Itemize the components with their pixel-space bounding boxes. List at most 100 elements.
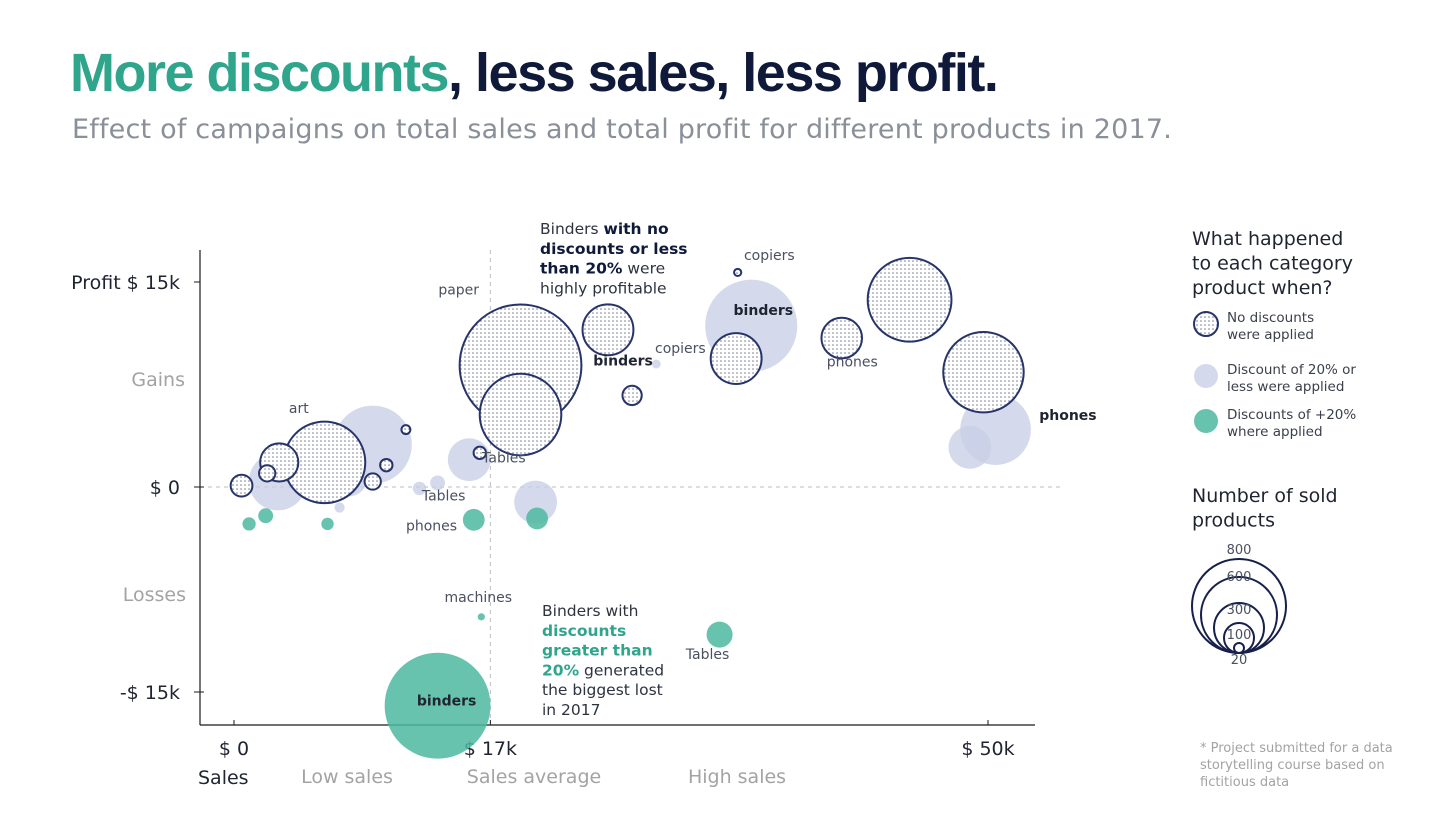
point-label: binders (593, 353, 653, 369)
annotation-line: Binders with (542, 602, 638, 620)
point-label: binders (734, 303, 794, 319)
bubble-high (706, 621, 733, 648)
bubble-none (363, 472, 382, 491)
chart-title: More discounts, less sales, less profit. (70, 42, 999, 104)
zone-label-sales-average: Sales average (467, 766, 601, 788)
annotation-segment: than 20% (540, 260, 623, 278)
bubble-none (379, 457, 394, 473)
point-label: paper (438, 282, 479, 298)
bubble-none (820, 316, 864, 360)
legend-size-label: 600 (1227, 570, 1252, 585)
legend-swatch-none (1193, 311, 1219, 337)
point-label: binders (417, 694, 477, 710)
bubble-high (477, 613, 485, 621)
annotation-line: than 20% were (540, 260, 665, 278)
legend-title: What happened (1192, 228, 1343, 250)
point-label: machines (445, 590, 512, 606)
annotation-line: the biggest lost (542, 681, 663, 699)
point-label: phones (1039, 408, 1096, 424)
annotation-segment: greater than (542, 642, 653, 660)
zone-label-low-sales: Low sales (301, 766, 393, 788)
bubble-none (866, 256, 953, 343)
bubble-none (621, 384, 643, 407)
bubble-high (462, 508, 485, 531)
y-tick-label: -$ 15k (120, 682, 180, 704)
annotation-segment: were (622, 260, 665, 278)
bubble-low (334, 502, 345, 513)
legend-item-label: were applied (1227, 327, 1314, 343)
annotation-line: in 2017 (542, 701, 601, 719)
legend-size-label: 800 (1227, 543, 1252, 558)
bubble-none (581, 303, 635, 357)
point-label: Tables (685, 647, 730, 663)
annotation-segment: 20% (542, 661, 580, 679)
annotation-segment: discounts or less (540, 240, 688, 258)
point-label: Tables (421, 489, 466, 505)
zone-label-high-sales: High sales (688, 766, 786, 788)
bubble-low (412, 481, 427, 496)
point-label: phones (406, 519, 457, 535)
bubble-none (258, 464, 277, 483)
annotation-segment: the biggest lost (542, 681, 663, 699)
legend-size-label: 300 (1227, 603, 1252, 618)
legend-swatch-low (1194, 364, 1218, 388)
legend-item-label: No discounts (1227, 310, 1314, 326)
annotation-line: greater than (542, 642, 653, 660)
bubble-high (526, 507, 548, 530)
legend-item-label: Discounts of +20% (1227, 407, 1356, 423)
bubble-high (321, 517, 334, 531)
bubble-low (430, 475, 446, 491)
zone-label-losses: Losses (123, 584, 186, 606)
legend-size-label: 100 (1227, 628, 1252, 643)
x-tick-label: $ 0 (219, 738, 249, 760)
y-tick-label: Profit $ 15k (71, 272, 180, 294)
annotation-line: discounts or less (540, 240, 688, 258)
point-label: art (289, 401, 309, 417)
annotation-segment: with no (604, 220, 669, 238)
annotation-segment: generated (579, 661, 664, 679)
legend-title: product when? (1192, 277, 1333, 299)
annotation-segment: Binders (540, 220, 604, 238)
bubble-none (472, 445, 487, 461)
point-label: copiers (655, 341, 706, 357)
annotation-line: 20% generated (542, 661, 664, 679)
bubble-none (733, 267, 743, 278)
legend-size-title: products (1192, 510, 1275, 532)
annotation-segment: discounts (542, 622, 626, 640)
legend-item-label: Discount of 20% or (1227, 362, 1356, 378)
bubble-none (709, 332, 763, 385)
legend-size-title: Number of sold (1192, 485, 1338, 507)
point-label: phones (827, 355, 878, 371)
legend-item-label: where applied (1227, 424, 1323, 440)
annotation-line: Binders with no (540, 220, 669, 238)
annotation-segment: Binders with (542, 602, 638, 620)
annotation-segment: highly profitable (540, 279, 667, 297)
title-rest: , less sales, less profit. (448, 43, 999, 103)
bubble-high (258, 508, 274, 524)
legend-size-circle (1233, 642, 1245, 654)
bubble-none (942, 330, 1025, 414)
bubble-high (384, 652, 491, 759)
bubble-low (651, 359, 661, 369)
point-label: Tables (481, 450, 526, 466)
y-tick-label: $ 0 (150, 477, 180, 499)
x-tick-label: $ 50k (961, 738, 1014, 760)
legend-swatch-high (1194, 409, 1218, 433)
legend-size-label: 20 (1231, 653, 1248, 668)
zone-label-gains: Gains (131, 369, 185, 391)
bubble-high (242, 517, 256, 531)
point-label: copiers (744, 248, 795, 264)
annotation-line: highly profitable (540, 279, 667, 297)
bubble-none (400, 424, 412, 436)
legend-item-label: less were applied (1227, 379, 1344, 395)
x-tick-label: $ 17k (464, 738, 517, 760)
annotation-line: discounts (542, 622, 626, 640)
footnote: * Project submitted for a data storytell… (1200, 741, 1393, 790)
bubble-none (478, 372, 563, 457)
chart-subtitle: Effect of campaigns on total sales and t… (72, 114, 1172, 145)
annotation-segment: in 2017 (542, 701, 601, 719)
x-axis-title: Sales (198, 767, 249, 789)
bubble-low (948, 425, 992, 469)
title-highlight: More discounts (70, 43, 450, 103)
